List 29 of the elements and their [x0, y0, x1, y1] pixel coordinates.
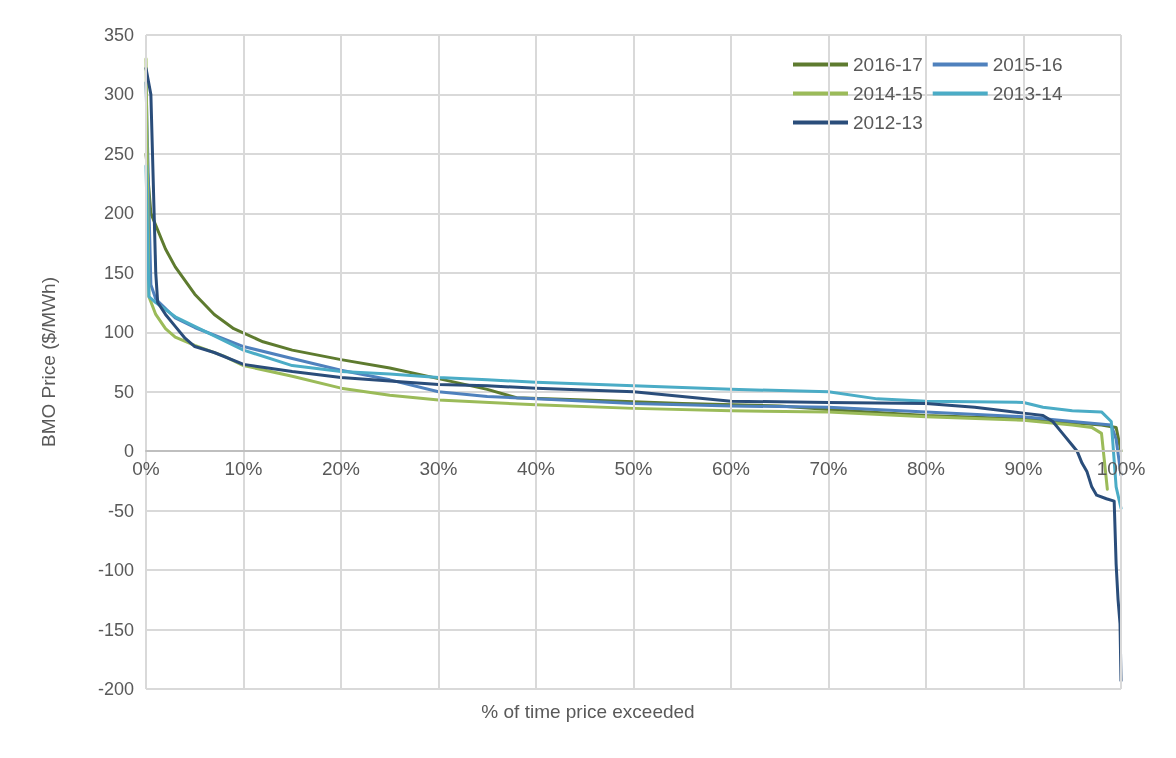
y-tick-label: 350: [103, 25, 134, 45]
y-tick-label: 50: [113, 381, 134, 402]
y-tick-label: 250: [103, 143, 134, 164]
legend-label: 2014-15: [853, 83, 923, 104]
y-tick-label: 200: [103, 203, 134, 224]
x-tick-label: 80%: [906, 458, 946, 480]
y-tick-label: 150: [103, 262, 134, 283]
x-tick-label: 20%: [321, 458, 361, 480]
y-tick-label: 0: [123, 441, 134, 462]
y-tick-label: -200: [97, 679, 134, 699]
y-axis-title: BMO Price ($/MWh): [37, 277, 59, 447]
legend-label: 2012-13: [853, 112, 923, 133]
x-tick-label: 30%: [419, 458, 458, 480]
legend-label: 2013-14: [992, 83, 1063, 104]
y-tick-label: -50: [107, 500, 134, 521]
x-tick-label: 70%: [809, 458, 848, 480]
legend-label: 2016-17: [853, 54, 923, 75]
y-tick-label: 100: [103, 322, 134, 343]
x-axis-title: % of time price exceeded: [481, 701, 695, 722]
legend-label: 2015-16: [992, 54, 1063, 75]
x-tick-label: 50%: [614, 458, 653, 480]
x-tick-label: 90%: [1004, 458, 1043, 480]
y-tick-label: -150: [97, 619, 134, 640]
x-tick-label: 10%: [224, 458, 263, 480]
x-tick-label: 0%: [132, 458, 160, 480]
y-tick-label: -100: [97, 560, 134, 581]
x-tick-label: 40%: [516, 458, 556, 480]
y-tick-label: 300: [103, 84, 134, 105]
x-tick-label: 60%: [711, 458, 751, 480]
